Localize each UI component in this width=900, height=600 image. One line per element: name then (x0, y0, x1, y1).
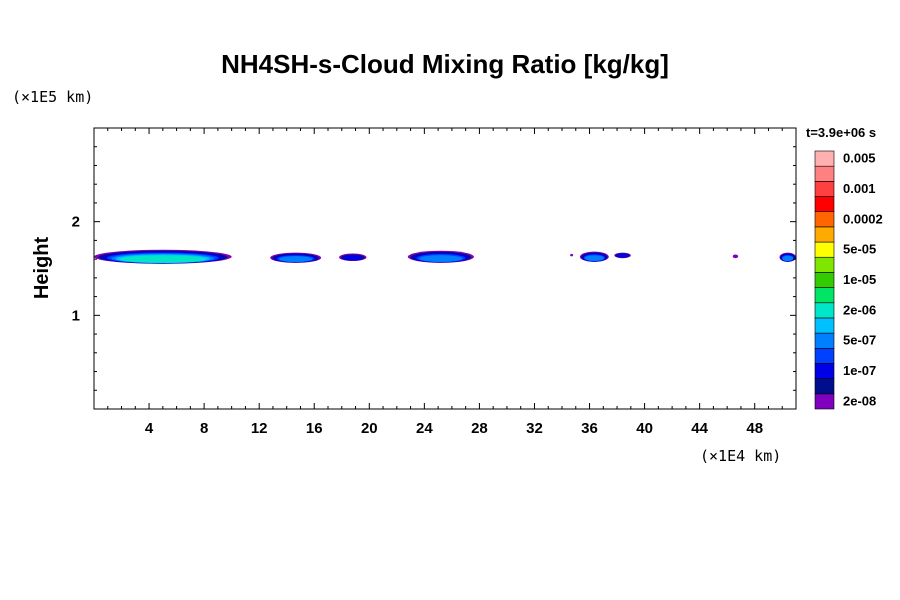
colorbar-label: 0.0002 (843, 211, 883, 226)
colorbar-segment (814, 393, 835, 410)
colorbar-segment (814, 332, 835, 349)
cloud-contour-level (343, 255, 363, 261)
colorbar-segment (814, 256, 835, 273)
cloud-contour-level (616, 253, 629, 258)
cloud-contour-level (419, 255, 463, 262)
plot-frame (93, 127, 797, 410)
colorbar-label: 2e-08 (843, 393, 876, 408)
cloud-contour-level (119, 255, 206, 263)
colorbar-segment (814, 241, 835, 258)
cloud-region (732, 254, 739, 259)
x-tick-label: 16 (306, 420, 323, 437)
colorbar-label: 1e-05 (843, 272, 876, 287)
cloud-region (407, 250, 474, 263)
cloud-contour-level (732, 254, 739, 259)
colorbar-segment (814, 363, 835, 379)
colorbar: 2e-08 1e-07 5e-07 2e-06 1e-05 5e-05 0.0002 0.00… (814, 150, 883, 410)
cloud-region (614, 252, 631, 259)
x-tick-label: 36 (581, 420, 598, 437)
time-label: t=3.9e+06 s (806, 125, 876, 140)
colorbar-segment (814, 317, 835, 334)
cloud-contour-level (279, 256, 313, 262)
x-unit-label: (×1E4 km) (700, 447, 781, 465)
cloud-region (779, 252, 796, 262)
chart-title: NH4SH-s-Cloud Mixing Ratio [kg/kg] (221, 49, 669, 79)
x-tick-label: 28 (471, 420, 488, 437)
cloud-regions (94, 249, 796, 264)
colorbar-label: 1e-07 (843, 363, 876, 378)
y-tick-label: 2 (72, 214, 80, 231)
colorbar-segment (814, 196, 835, 213)
colorbar-label: 5e-07 (843, 333, 876, 348)
colorbar-segment (814, 150, 835, 167)
colorbar-label: 5e-05 (843, 242, 876, 257)
cloud-contour-level (584, 255, 604, 261)
cloud-region (270, 252, 322, 263)
cloud-region (579, 251, 609, 262)
colorbar-segment (814, 181, 835, 197)
x-tick-label: 44 (691, 420, 708, 437)
cloud-region (570, 253, 574, 257)
colorbar-label: 0.001 (843, 181, 876, 196)
colorbar-label: 0.005 (843, 151, 876, 166)
colorbar-segment (814, 211, 835, 228)
x-tick-label: 24 (416, 420, 433, 437)
colorbar-segment (814, 287, 835, 304)
colorbar-segment (814, 272, 835, 288)
x-tick-label: 20 (361, 420, 378, 437)
x-tick-label: 8 (200, 420, 208, 437)
x-tick-label: 48 (746, 420, 763, 437)
x-tick-label: 40 (636, 420, 653, 437)
cloud-contour-level (570, 253, 574, 257)
cloud-contour-level (782, 255, 794, 261)
x-tick-label: 4 (145, 420, 154, 437)
colorbar-segment (814, 226, 835, 243)
y-unit-label: (×1E5 km) (12, 88, 93, 106)
colorbar-segment (814, 378, 835, 395)
x-tick-label: 32 (526, 420, 543, 437)
colorbar-label: 2e-06 (843, 302, 876, 317)
cloud-region (339, 253, 367, 262)
cloud-region (94, 249, 232, 264)
x-tick-label: 12 (251, 420, 268, 437)
colorbar-segment (814, 347, 835, 364)
colorbar-segment (814, 302, 835, 319)
colorbar-segment (814, 165, 835, 182)
y-tick-label: 1 (72, 307, 80, 324)
y-axis-label: Height (31, 237, 53, 300)
